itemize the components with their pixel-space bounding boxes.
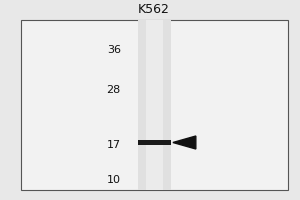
- Bar: [21, 20, 287, 190]
- Text: 10: 10: [107, 175, 121, 185]
- Polygon shape: [173, 136, 196, 149]
- Bar: [137, 20, 171, 190]
- Text: 17: 17: [107, 140, 121, 150]
- Text: 28: 28: [106, 85, 121, 95]
- Text: K562: K562: [138, 3, 170, 16]
- Bar: [146, 20, 163, 190]
- Bar: [137, 140, 171, 145]
- Text: 36: 36: [107, 45, 121, 55]
